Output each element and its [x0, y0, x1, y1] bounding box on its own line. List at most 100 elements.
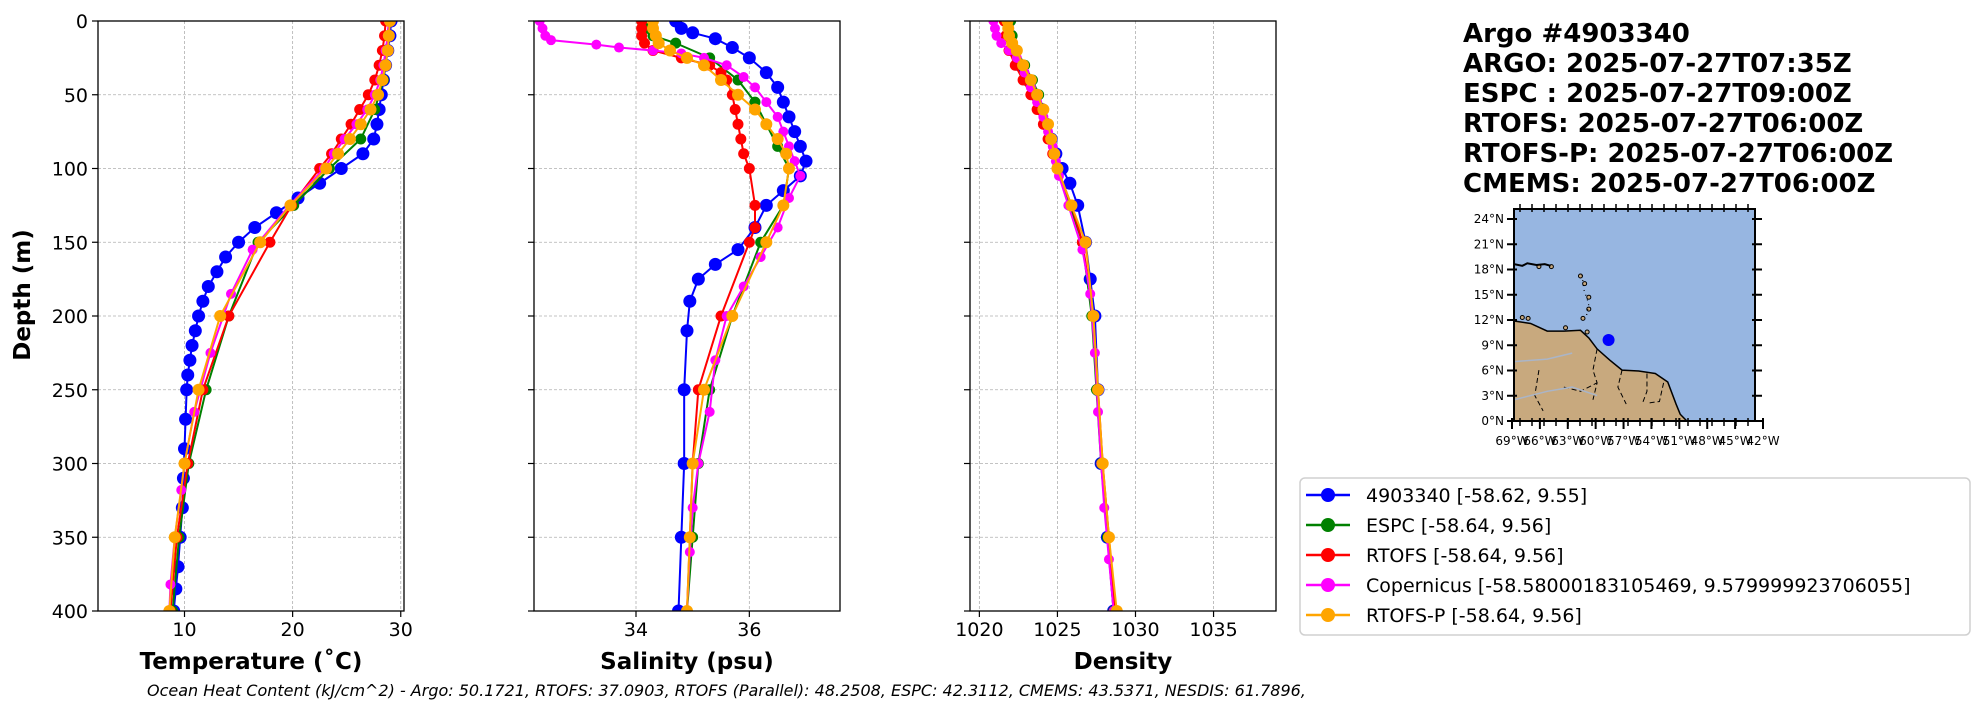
legend-label: 4903340 [-58.62, 9.55] [1366, 485, 1587, 507]
density-point-rtofsp [1037, 103, 1050, 116]
map-lon-label: 42°W [1746, 434, 1779, 448]
salinity-series-rtofsp [647, 21, 795, 611]
salinity-point-rtofsp [683, 531, 696, 544]
salinity-point-argo [677, 383, 691, 397]
map-lat-label: 9°N [1481, 338, 1504, 352]
density-point-rtofsp [1079, 236, 1092, 249]
map-lon-label: 63°W [1551, 434, 1584, 448]
salinity-point-cmems [614, 42, 624, 53]
salinity-point-argo [691, 272, 705, 286]
density-point-rtofsp [1024, 74, 1037, 86]
map-island [1563, 325, 1569, 331]
salinity-point-rtofs [639, 37, 650, 49]
salinity-point-argo [680, 324, 694, 338]
density-point-rtofsp [1065, 199, 1078, 212]
salinity-point-rtofsp [760, 236, 773, 249]
salinity-point-cmems [761, 97, 772, 108]
salinity-point-rtofs [743, 236, 755, 248]
temperature-point-argo [179, 412, 193, 426]
map-lat-label: 15°N [1474, 288, 1504, 302]
y-tick-label: 300 [52, 454, 88, 476]
temperature-point-argo [196, 294, 210, 308]
temperature-point-argo [219, 250, 233, 264]
density-point-cmems [1093, 406, 1104, 417]
salinity-point-rtofs [743, 163, 755, 174]
salinity-point-argo [759, 198, 773, 212]
salinity-point-rtofsp [698, 59, 710, 72]
density-point-rtofsp [1051, 162, 1064, 175]
x-tick-label: 10 [172, 619, 196, 641]
density-point-rtofsp [1096, 457, 1109, 470]
salinity-point-argo [788, 125, 802, 139]
legend-label: RTOFS [-58.64, 9.56] [1366, 545, 1564, 567]
salinity-xlabel: Salinity (psu) [600, 649, 774, 675]
x-tick-label: 20 [281, 619, 305, 641]
temperature-point-argo [185, 339, 199, 352]
title-line: ARGO: 2025-07-27T07:35Z [1463, 49, 1852, 79]
salinity-point-rtofsp [652, 37, 665, 50]
temperature-point-argo [180, 383, 194, 397]
density-point-rtofsp [1092, 383, 1105, 396]
map-island [1584, 329, 1590, 335]
legend-entry-rtofsp: RTOFS-P [-58.64, 9.56] [1306, 605, 1582, 627]
y-tick-label: 150 [52, 232, 88, 254]
map-lat-label: 18°N [1474, 263, 1504, 277]
float-position-marker [1602, 334, 1615, 347]
y-tick-label: 250 [52, 380, 88, 402]
y-tick-label: 100 [52, 159, 88, 181]
salinity-point-cmems [795, 170, 806, 181]
map-border [1534, 370, 1544, 412]
salinity-grid [534, 20, 840, 612]
density-point-rtofsp [1102, 531, 1115, 544]
salinity-point-rtofs [738, 148, 750, 160]
salinity-point-argo [708, 32, 722, 46]
title-line: CMEMS: 2025-07-27T06:00Z [1463, 169, 1875, 199]
salinity-point-argo [799, 154, 813, 168]
temperature-series-rtofsp [163, 21, 396, 611]
salinity-point-rtofsp [732, 88, 744, 101]
map-lon-label: 57°W [1607, 434, 1640, 448]
salinity-point-argo [677, 457, 691, 470]
salinity-point-rtofsp [726, 310, 739, 322]
temperature-point-rtofs [264, 236, 276, 248]
salinity-point-argo [674, 21, 688, 35]
density-panel: 1020 1025 1030 1035 Density [955, 20, 1277, 675]
salinity-point-rtofsp [777, 199, 790, 212]
map-river [1514, 352, 1573, 363]
salinity-point-rtofsp [780, 147, 793, 160]
legend-label: ESPC [-58.64, 9.56] [1366, 515, 1551, 537]
salinity-point-rtofsp [698, 383, 710, 396]
salinity-point-rtofsp [771, 133, 784, 145]
temperature-point-rtofsp [372, 88, 385, 101]
x-tick-label: 1025 [1033, 619, 1081, 641]
map-island [1525, 315, 1531, 321]
density-point-rtofsp [1031, 88, 1044, 101]
density-point-rtofsp [1042, 118, 1055, 131]
density-point-rtofsp [1048, 147, 1061, 160]
temperature-point-argo [192, 309, 206, 323]
x-tick-label: 1035 [1189, 619, 1237, 641]
y-tick-label: 50 [64, 85, 88, 107]
inset-map: 24°N 21°N 18°N 15°N 12°N 9°N 6°N 3°N 0°N 69°W66°W… [1474, 204, 1780, 448]
map-border [1642, 373, 1648, 403]
legend-label: RTOFS-P [-58.64, 9.56] [1366, 605, 1582, 627]
density-point-rtofsp [1087, 310, 1100, 322]
salinity-point-rtofs [735, 133, 747, 145]
salinity-point-rtofsp [715, 74, 727, 86]
temperature-point-argo [188, 324, 202, 338]
map-lat-label: 3°N [1481, 389, 1504, 403]
map-border [1563, 382, 1598, 392]
map-island [1580, 315, 1586, 321]
map-lon-label: 48°W [1691, 434, 1724, 448]
salinity-point-cmems [591, 39, 602, 50]
density-point-cmems [996, 38, 1007, 49]
salinity-point-rtofsp [749, 103, 761, 116]
temperature-point-argo [210, 265, 224, 279]
map-border [1617, 370, 1627, 405]
temperature-point-rtofs [223, 310, 235, 322]
map-island [1582, 281, 1588, 287]
temperature-point-rtofsp [343, 133, 356, 145]
temperature-point-argo [334, 162, 348, 175]
